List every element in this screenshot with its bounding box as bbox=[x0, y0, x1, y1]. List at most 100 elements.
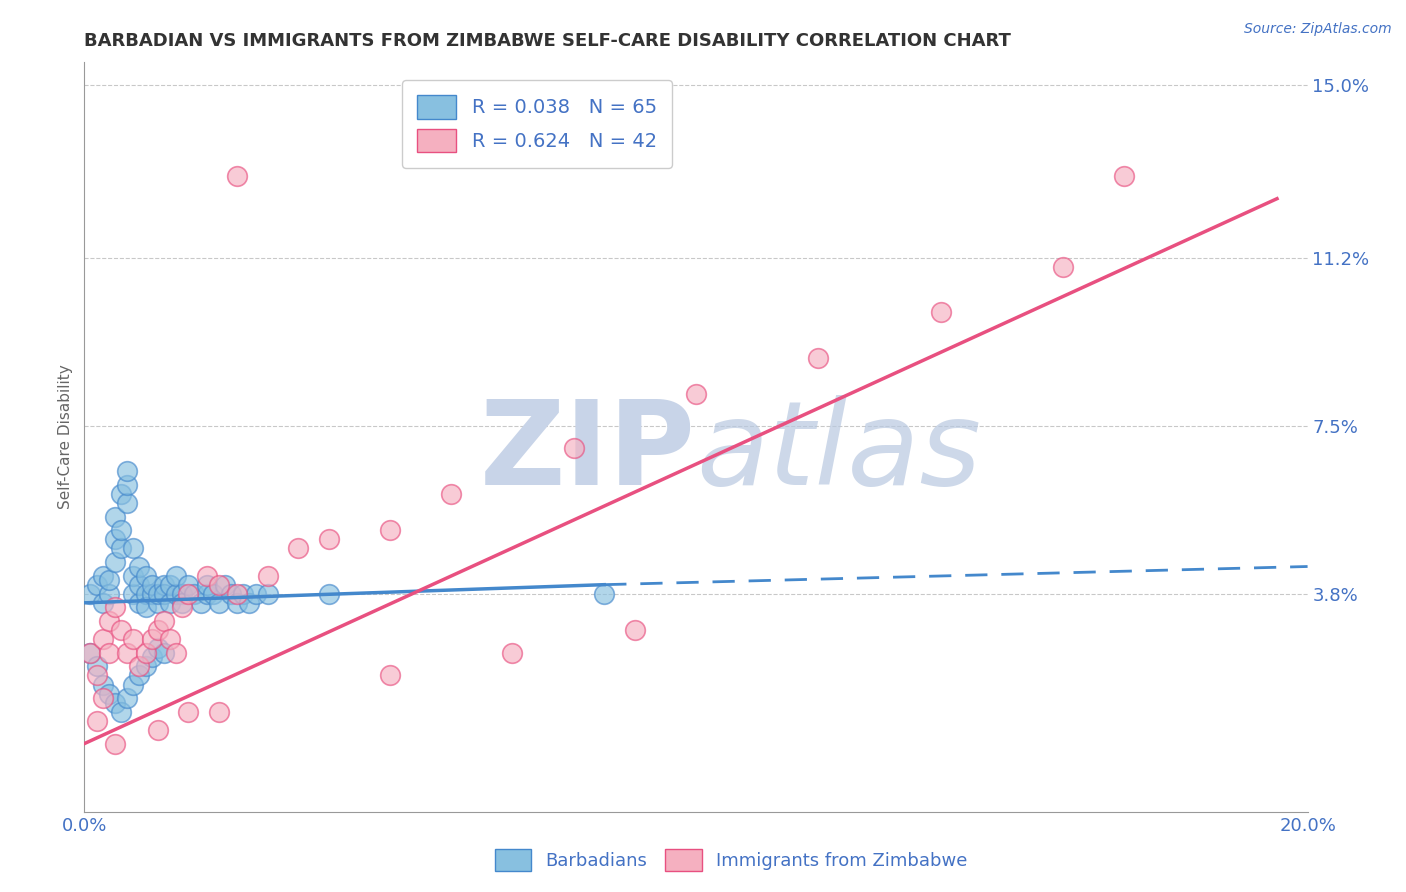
Point bbox=[172, 596, 194, 610]
Point bbox=[128, 668, 150, 682]
Point bbox=[91, 677, 114, 691]
Point bbox=[208, 596, 231, 610]
Y-axis label: Self-Care Disability: Self-Care Disability bbox=[58, 365, 73, 509]
Point bbox=[440, 487, 463, 501]
Point bbox=[146, 641, 169, 656]
Point bbox=[807, 351, 830, 365]
Point bbox=[201, 587, 224, 601]
Point bbox=[141, 587, 163, 601]
Point bbox=[135, 659, 157, 673]
Point bbox=[153, 577, 176, 591]
Point bbox=[159, 577, 181, 591]
Point bbox=[177, 705, 200, 719]
Point bbox=[97, 573, 120, 587]
Point bbox=[97, 614, 120, 628]
Point bbox=[226, 587, 249, 601]
Point bbox=[172, 600, 194, 615]
Text: ZIP: ZIP bbox=[479, 394, 696, 509]
Point bbox=[232, 587, 254, 601]
Point bbox=[593, 587, 616, 601]
Point bbox=[195, 577, 218, 591]
Point bbox=[685, 387, 707, 401]
Point bbox=[183, 587, 205, 601]
Point bbox=[208, 577, 231, 591]
Point bbox=[562, 442, 585, 456]
Legend: R = 0.038   N = 65, R = 0.624   N = 42: R = 0.038 N = 65, R = 0.624 N = 42 bbox=[402, 79, 672, 168]
Point bbox=[287, 541, 309, 556]
Point bbox=[177, 577, 200, 591]
Point bbox=[104, 737, 127, 751]
Point bbox=[104, 533, 127, 547]
Point bbox=[153, 646, 176, 660]
Point bbox=[135, 568, 157, 582]
Point bbox=[238, 596, 260, 610]
Point bbox=[122, 587, 145, 601]
Point bbox=[214, 577, 236, 591]
Point bbox=[104, 555, 127, 569]
Point bbox=[165, 587, 187, 601]
Point bbox=[79, 646, 101, 660]
Point bbox=[219, 587, 242, 601]
Point bbox=[115, 496, 138, 510]
Point bbox=[195, 568, 218, 582]
Point bbox=[135, 587, 157, 601]
Point bbox=[115, 464, 138, 478]
Point bbox=[146, 596, 169, 610]
Point bbox=[91, 568, 114, 582]
Point bbox=[122, 568, 145, 582]
Point bbox=[128, 577, 150, 591]
Point bbox=[104, 509, 127, 524]
Point bbox=[226, 169, 249, 183]
Point bbox=[110, 541, 132, 556]
Point bbox=[128, 596, 150, 610]
Point bbox=[318, 533, 340, 547]
Point bbox=[195, 587, 218, 601]
Point bbox=[135, 600, 157, 615]
Point bbox=[502, 646, 524, 660]
Point bbox=[79, 587, 101, 601]
Legend: Barbadians, Immigrants from Zimbabwe: Barbadians, Immigrants from Zimbabwe bbox=[488, 842, 974, 879]
Point bbox=[226, 596, 249, 610]
Point bbox=[110, 705, 132, 719]
Point bbox=[115, 477, 138, 491]
Point bbox=[172, 587, 194, 601]
Point bbox=[318, 587, 340, 601]
Point bbox=[146, 723, 169, 737]
Point bbox=[159, 632, 181, 647]
Point bbox=[159, 596, 181, 610]
Point bbox=[97, 687, 120, 701]
Point bbox=[1114, 169, 1136, 183]
Point bbox=[128, 659, 150, 673]
Point bbox=[135, 646, 157, 660]
Point bbox=[79, 646, 101, 660]
Point bbox=[110, 523, 132, 537]
Point bbox=[91, 632, 114, 647]
Point bbox=[104, 600, 127, 615]
Text: Source: ZipAtlas.com: Source: ZipAtlas.com bbox=[1244, 22, 1392, 37]
Point bbox=[257, 568, 280, 582]
Point bbox=[380, 668, 402, 682]
Point bbox=[91, 691, 114, 706]
Point bbox=[128, 559, 150, 574]
Point bbox=[146, 623, 169, 637]
Point bbox=[190, 596, 212, 610]
Point bbox=[97, 587, 120, 601]
Point bbox=[141, 650, 163, 665]
Point bbox=[115, 646, 138, 660]
Point bbox=[624, 623, 647, 637]
Point bbox=[141, 632, 163, 647]
Point bbox=[86, 668, 108, 682]
Point bbox=[146, 587, 169, 601]
Point bbox=[153, 587, 176, 601]
Point bbox=[110, 623, 132, 637]
Point bbox=[165, 646, 187, 660]
Point bbox=[91, 596, 114, 610]
Point bbox=[208, 705, 231, 719]
Point bbox=[1052, 260, 1074, 274]
Point bbox=[380, 523, 402, 537]
Point bbox=[177, 587, 200, 601]
Text: atlas: atlas bbox=[696, 395, 981, 509]
Point bbox=[97, 646, 120, 660]
Point bbox=[257, 587, 280, 601]
Point bbox=[929, 305, 952, 319]
